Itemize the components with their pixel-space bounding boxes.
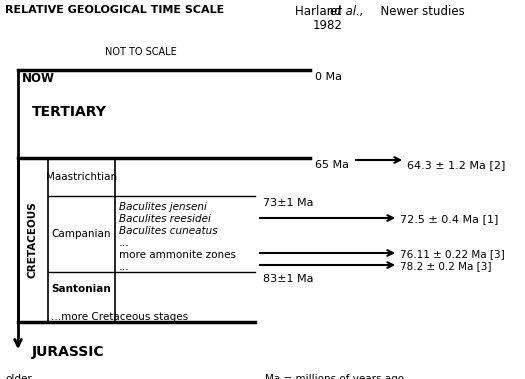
Text: Campanian: Campanian bbox=[52, 229, 111, 239]
Text: 76.11 ± 0.22 Ma [3]: 76.11 ± 0.22 Ma [3] bbox=[400, 249, 505, 259]
Text: NOW: NOW bbox=[22, 72, 55, 85]
Text: 0 Ma: 0 Ma bbox=[315, 72, 342, 82]
Text: older: older bbox=[5, 374, 31, 379]
Text: 73±1 Ma: 73±1 Ma bbox=[263, 198, 313, 208]
Text: 78.2 ± 0.2 Ma [3]: 78.2 ± 0.2 Ma [3] bbox=[400, 261, 491, 271]
Text: 64.3 ± 1.2 Ma [2]: 64.3 ± 1.2 Ma [2] bbox=[407, 160, 506, 170]
Text: TERTIARY: TERTIARY bbox=[32, 105, 107, 119]
Text: 1982: 1982 bbox=[313, 19, 343, 32]
Text: Ma = millions of years ago: Ma = millions of years ago bbox=[265, 374, 404, 379]
Text: JURASSIC: JURASSIC bbox=[32, 345, 104, 359]
Text: Maastrichtian: Maastrichtian bbox=[46, 172, 117, 182]
Text: 83±1 Ma: 83±1 Ma bbox=[263, 274, 313, 284]
Text: Baculites jenseni: Baculites jenseni bbox=[119, 202, 207, 212]
Text: NOT TO SCALE: NOT TO SCALE bbox=[105, 47, 177, 57]
Text: et al.,: et al., bbox=[330, 5, 364, 18]
Text: 65 Ma: 65 Ma bbox=[315, 160, 349, 170]
Text: RELATIVE GEOLOGICAL TIME SCALE: RELATIVE GEOLOGICAL TIME SCALE bbox=[5, 5, 224, 15]
Text: ...: ... bbox=[119, 262, 130, 272]
Text: Baculites cuneatus: Baculites cuneatus bbox=[119, 226, 218, 236]
Text: Newer studies: Newer studies bbox=[373, 5, 465, 18]
Text: Santonian: Santonian bbox=[51, 285, 111, 294]
Text: ...more Cretaceous stages: ...more Cretaceous stages bbox=[51, 312, 188, 322]
Text: Baculites reesidei: Baculites reesidei bbox=[119, 214, 211, 224]
Text: more ammonite zones: more ammonite zones bbox=[119, 250, 236, 260]
Text: 72.5 ± 0.4 Ma [1]: 72.5 ± 0.4 Ma [1] bbox=[400, 214, 498, 224]
Text: Harland: Harland bbox=[295, 5, 345, 18]
Text: CRETACEOUS: CRETACEOUS bbox=[28, 202, 38, 278]
Text: ...: ... bbox=[119, 238, 130, 248]
